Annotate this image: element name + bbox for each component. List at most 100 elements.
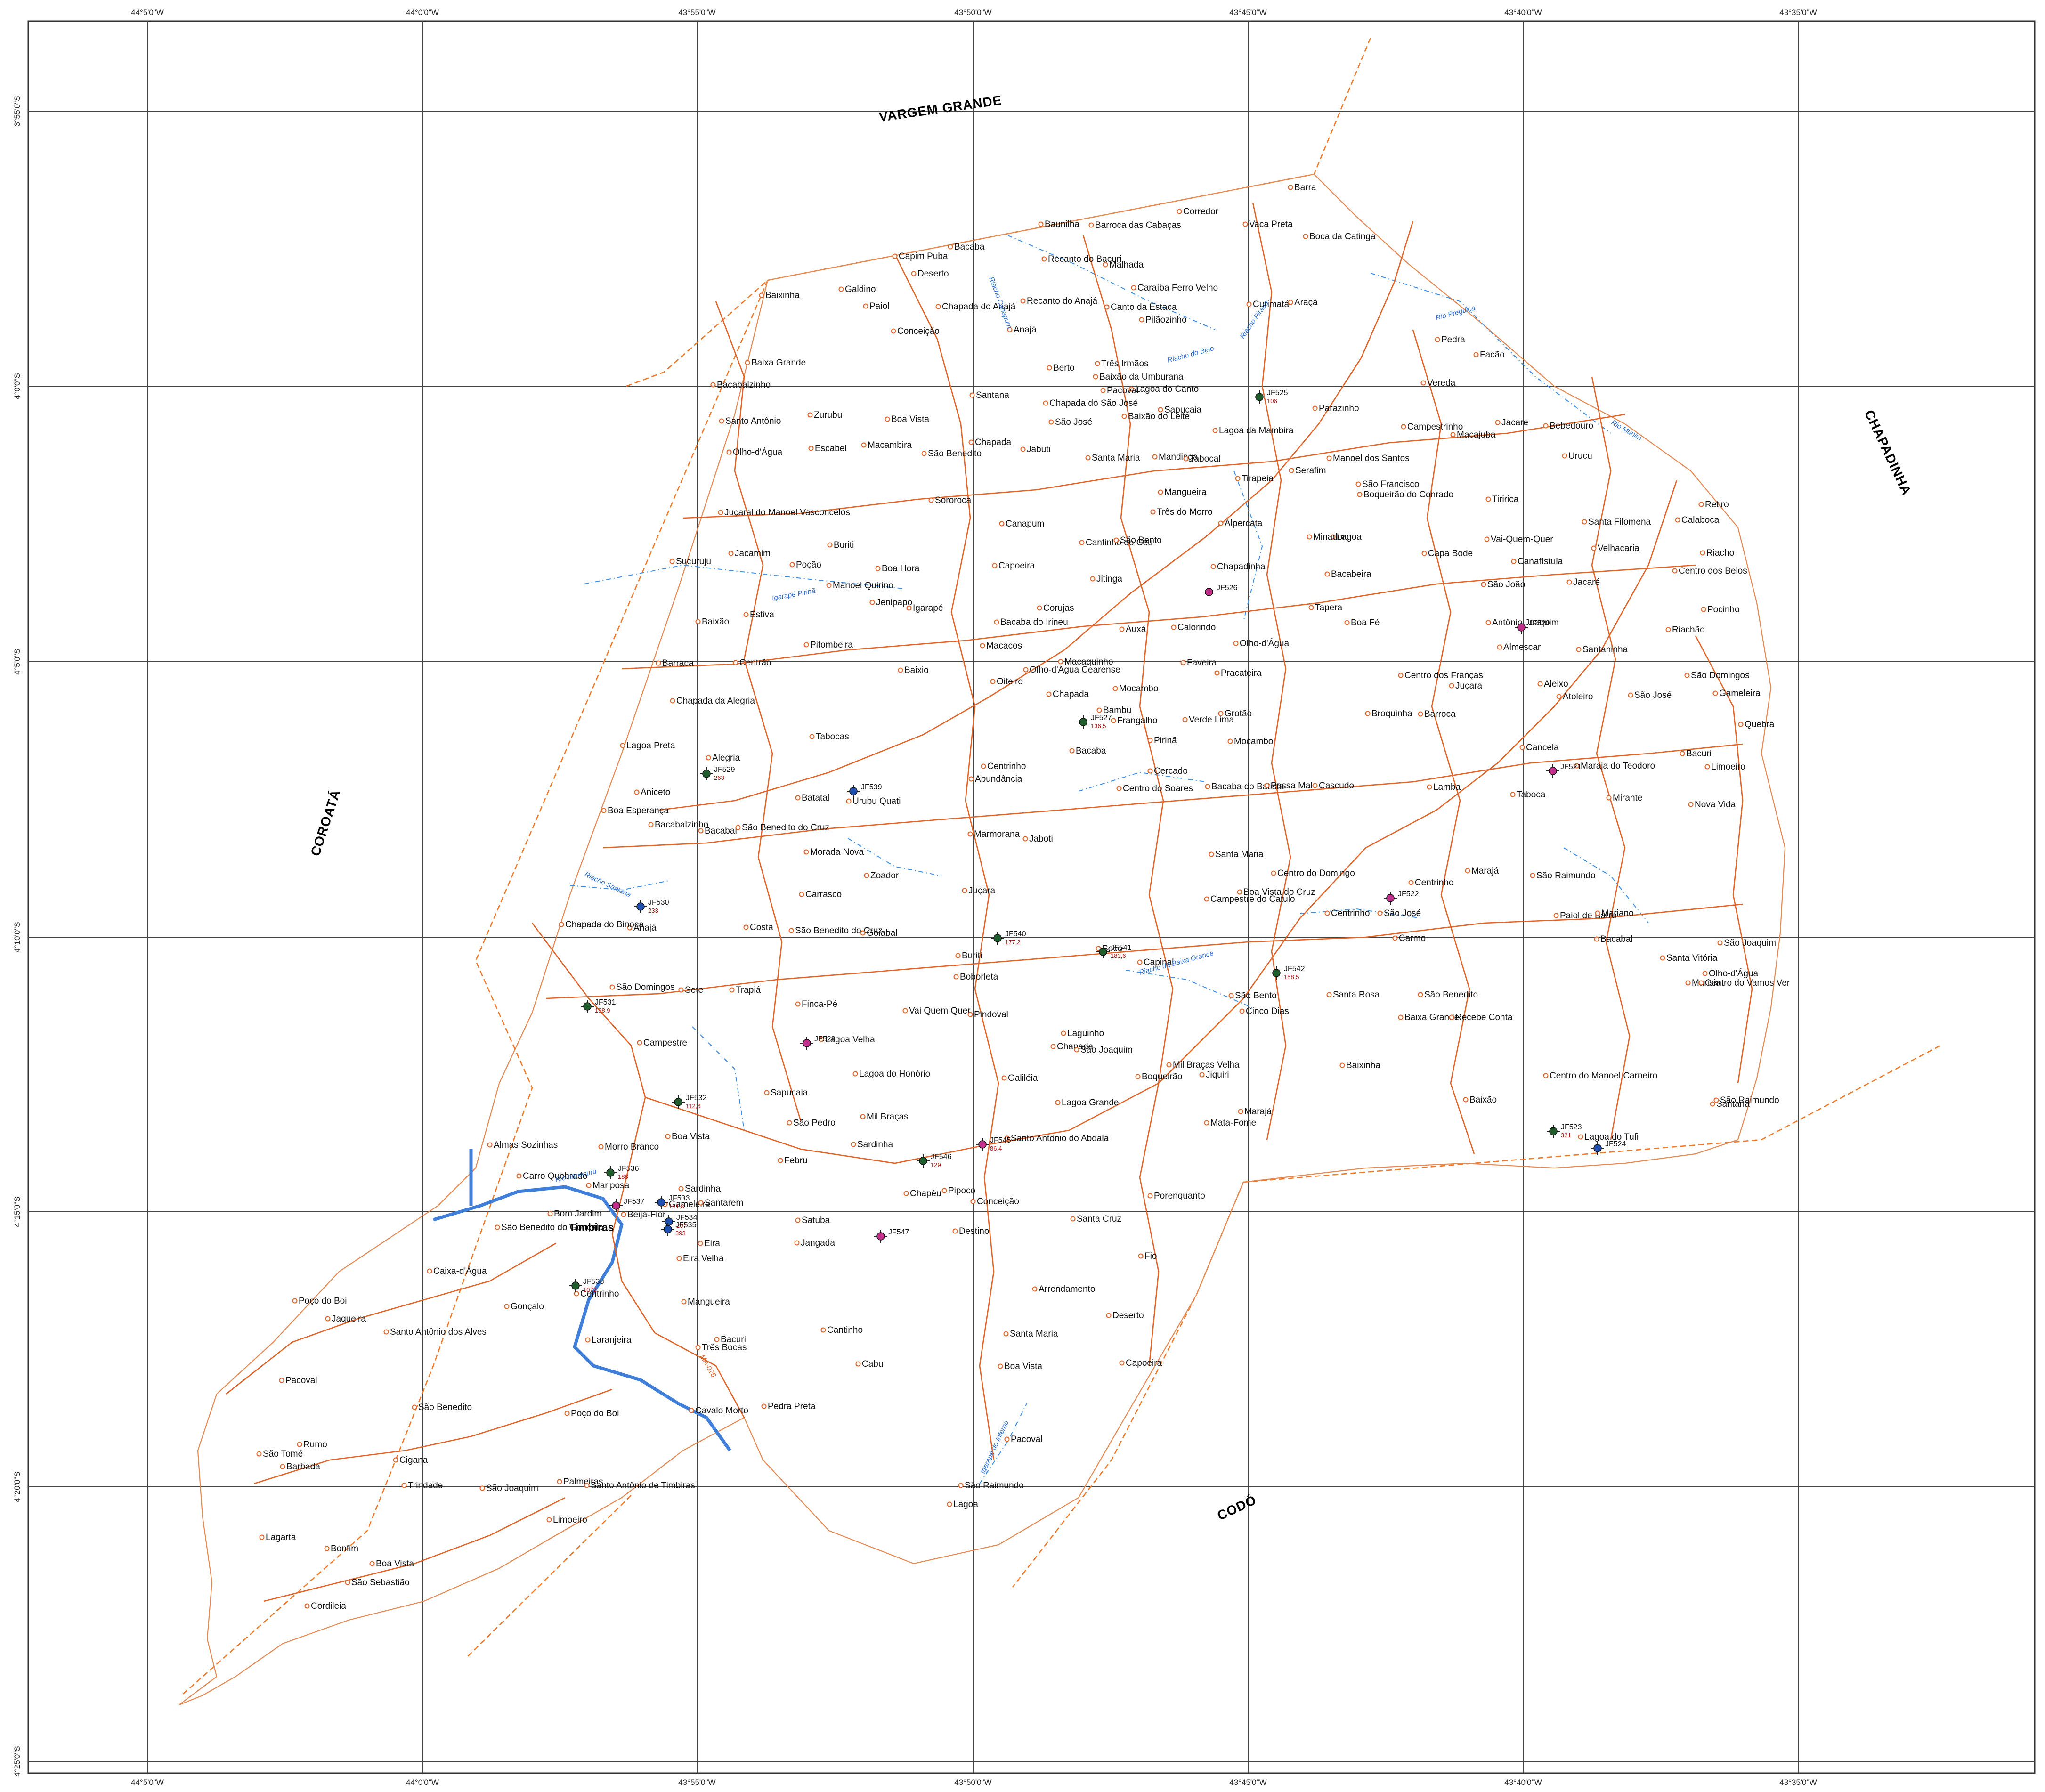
- survey-station: JF520: [1515, 619, 1550, 634]
- locality-marker: [968, 439, 974, 445]
- locality-marker: [383, 1329, 389, 1335]
- place-label: Três Irmãos: [1101, 359, 1149, 369]
- locality-marker: [1712, 690, 1718, 696]
- locality-marker: [869, 600, 875, 605]
- station-id: JF541: [1111, 944, 1132, 952]
- locality-marker: [1700, 550, 1705, 556]
- locality-marker: [1702, 971, 1708, 976]
- place-label: São Joaquim: [486, 1484, 538, 1493]
- place-label: Calaboca: [1681, 515, 1720, 525]
- longitude-label-top: 43°55'0"W: [678, 8, 715, 17]
- locality-marker: [743, 612, 749, 617]
- place-label: São Benedito: [928, 449, 982, 459]
- locality-marker: [1271, 870, 1276, 876]
- place-label: Recanto do Anajá: [1027, 296, 1097, 306]
- station-altitude: 106: [1267, 397, 1277, 405]
- longitude-label-bottom: 43°40'0"W: [1504, 1778, 1542, 1787]
- locality-marker: [1235, 476, 1241, 481]
- locality-marker: [324, 1546, 330, 1551]
- place-label: Oiteiro: [997, 677, 1023, 687]
- place-label: Mata-Fome: [1210, 1118, 1256, 1128]
- place-label: Sapucaia: [1164, 405, 1202, 415]
- locality-marker: [1242, 221, 1248, 227]
- locality-marker: [1594, 936, 1599, 942]
- place-label: Deserto: [917, 269, 949, 279]
- locality-marker: [906, 605, 912, 611]
- locality-marker: [1047, 365, 1052, 371]
- place-label: Capim Puba: [899, 251, 948, 261]
- locality-marker: [620, 743, 625, 748]
- station-altitude: 263: [714, 774, 724, 781]
- locality-marker: [1418, 711, 1423, 717]
- place-label: Urubu Quati: [852, 796, 901, 806]
- place-label: Baixão: [1469, 1095, 1497, 1105]
- place-label: Mil Braças: [867, 1112, 909, 1122]
- locality-marker: [1497, 644, 1502, 650]
- locality-marker: [846, 798, 852, 804]
- locality-marker: [1058, 659, 1063, 665]
- station-marker: [803, 1039, 811, 1047]
- map-frame: [27, 20, 2036, 1774]
- place-label: Olho-d'Água: [1240, 639, 1289, 649]
- locality-marker: [1166, 1062, 1172, 1068]
- station-altitude: 112,6: [686, 1103, 701, 1110]
- survey-stations: JF520JF521JF522JF523321JF524JF525106JF52…: [569, 389, 1626, 1293]
- place-label: São Joaquim: [1080, 1045, 1133, 1055]
- locality-marker: [952, 1228, 958, 1234]
- locality-marker: [1139, 317, 1144, 323]
- place-label: Recebe Conta: [1455, 1013, 1513, 1022]
- place-label: Marisia: [1692, 978, 1721, 988]
- place-label: Sororoca: [935, 495, 972, 505]
- locality-marker: [1566, 579, 1572, 585]
- locality-marker: [808, 446, 814, 451]
- place-label: Igarapé: [913, 603, 943, 613]
- place-label: Fio: [1144, 1251, 1157, 1261]
- locality-marker: [911, 271, 917, 276]
- locality-marker: [1020, 446, 1026, 452]
- place-label: Vai-Quem-Quer: [1491, 535, 1553, 544]
- place-label: Sardinha: [857, 1140, 893, 1150]
- locality-marker: [1665, 627, 1671, 632]
- locality-marker: [1135, 1074, 1141, 1079]
- station-altitude: 86,4: [990, 1145, 1002, 1152]
- station-id: JF536: [618, 1165, 639, 1173]
- locality-marker: [547, 1211, 553, 1216]
- place-label: Baixão: [702, 617, 729, 627]
- locality-marker: [1595, 910, 1600, 916]
- place-label: Quebra: [1745, 720, 1775, 730]
- locality-marker: [656, 660, 661, 666]
- place-label: Broquinha: [1371, 709, 1412, 719]
- locality-marker: [627, 925, 633, 931]
- locality-marker: [787, 1120, 792, 1126]
- station-marker: [665, 1217, 673, 1226]
- station-altitude: 297: [676, 1222, 687, 1229]
- locality-marker: [1398, 1014, 1404, 1020]
- place-label: Aleixo: [1544, 679, 1568, 689]
- place-label: Curimatá: [1253, 300, 1290, 309]
- station-marker: [919, 1157, 927, 1165]
- longitude-label-bottom: 44°5'0"W: [131, 1778, 164, 1787]
- place-label: Cinco Dias: [1246, 1006, 1289, 1016]
- locality-marker: [1574, 763, 1580, 769]
- place-label: Caraíba Ferro Velho: [1137, 283, 1218, 293]
- place-label: Boca da Catinga: [1309, 232, 1376, 242]
- station-marker: [571, 1281, 580, 1290]
- place-label: Cascudo: [1319, 781, 1354, 791]
- place-label: Alegria: [712, 753, 740, 763]
- locality-marker: [795, 1217, 801, 1223]
- place-label: São Benedito: [1424, 990, 1478, 1000]
- longitude-label-top: 43°45'0"W: [1229, 8, 1266, 17]
- locality-marker: [1312, 783, 1318, 788]
- station-altitude: 158,5: [1284, 973, 1299, 981]
- survey-station: JF524: [1591, 1140, 1626, 1155]
- locality-marker: [1485, 496, 1491, 502]
- place-label: Lagoa: [1337, 532, 1362, 542]
- place-label: Jangada: [801, 1238, 835, 1248]
- place-label: Maraja do Teodoro: [1581, 761, 1655, 771]
- locality-marker: [1511, 559, 1517, 564]
- locality-marker: [698, 828, 704, 834]
- locality-marker: [1199, 1072, 1205, 1078]
